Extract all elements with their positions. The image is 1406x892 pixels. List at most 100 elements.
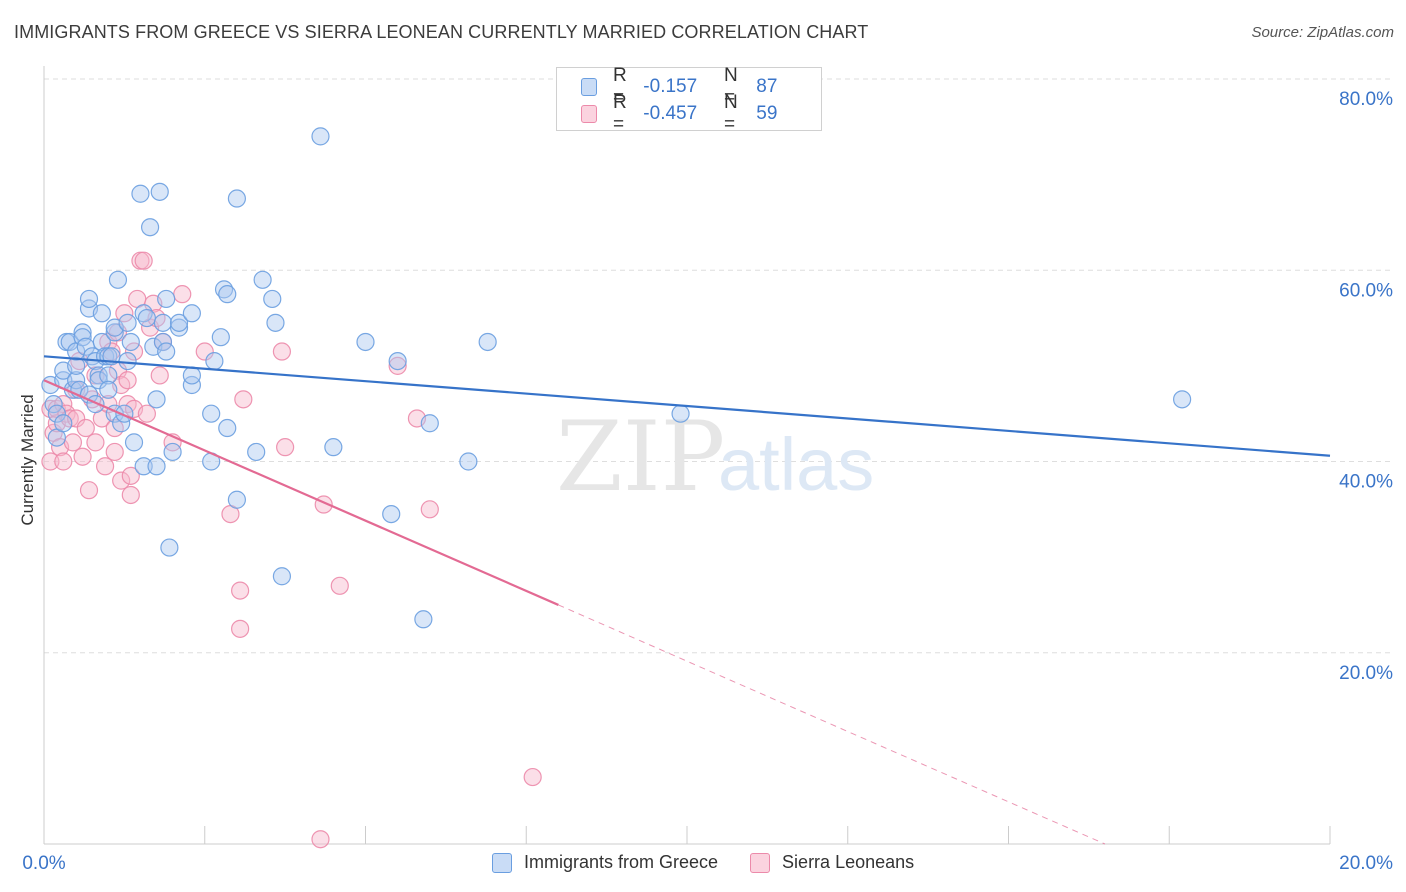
greece-point bbox=[124, 433, 144, 452]
legend-n-value: 59 bbox=[756, 103, 778, 124]
greece-point bbox=[44, 395, 63, 414]
greece-point bbox=[89, 366, 108, 385]
sierra-point bbox=[150, 366, 169, 385]
greece-point bbox=[388, 351, 407, 371]
watermark-zip: ZIP bbox=[556, 401, 725, 513]
greece-point bbox=[99, 380, 118, 399]
sierra-point bbox=[118, 371, 137, 390]
sierra-point bbox=[121, 485, 140, 505]
sierra-point bbox=[420, 500, 439, 519]
greece-point bbox=[67, 356, 86, 375]
greece-point bbox=[227, 189, 246, 208]
greece-point bbox=[73, 328, 92, 347]
greece-point bbox=[147, 457, 166, 476]
axes bbox=[43, 66, 1331, 845]
greece-point bbox=[153, 332, 173, 352]
greece-point bbox=[382, 504, 401, 524]
greece-point bbox=[272, 567, 292, 586]
sierra-point bbox=[73, 447, 92, 466]
legend-row-greece: R = -0.157 N = 87 bbox=[581, 65, 821, 108]
greece-point bbox=[182, 375, 201, 395]
tick-labels: 20.0% 40.0% 60.0% 80.0% 0.0% 20.0% bbox=[22, 89, 1393, 874]
sierra-trend-extension bbox=[558, 604, 1106, 845]
greece-point bbox=[311, 127, 330, 146]
legend-r-label: R = bbox=[612, 65, 627, 108]
greece-point bbox=[73, 323, 92, 342]
greece-point bbox=[54, 414, 73, 433]
greece-point bbox=[263, 289, 282, 309]
greece-point bbox=[108, 270, 128, 289]
greece-point bbox=[89, 371, 108, 390]
legend-n-value: 87 bbox=[756, 76, 778, 97]
legend-swatch-greece bbox=[492, 852, 512, 873]
greece-point bbox=[67, 371, 86, 390]
greece-point bbox=[137, 308, 156, 328]
greece-point bbox=[150, 182, 169, 201]
legend-r-value: -0.157 bbox=[643, 76, 698, 97]
sierra-point bbox=[76, 418, 95, 438]
sierra-point bbox=[231, 581, 250, 600]
legend-swatch-greece bbox=[581, 78, 597, 96]
greece-point bbox=[671, 404, 690, 423]
greece-point bbox=[356, 332, 375, 352]
greece-point bbox=[218, 285, 237, 304]
sierra-point bbox=[195, 342, 214, 361]
greece-point bbox=[147, 390, 166, 409]
sierra-point bbox=[63, 433, 83, 452]
sierra-point bbox=[86, 433, 105, 452]
greece-point bbox=[478, 332, 497, 352]
greece-points bbox=[41, 127, 1192, 629]
chart-title: IMMIGRANTS FROM GREECE VS SIERRA LEONEAN… bbox=[14, 22, 869, 42]
sierra-point bbox=[121, 466, 140, 485]
sierra-point bbox=[330, 576, 349, 595]
greece-point bbox=[118, 351, 137, 371]
greece-point bbox=[79, 289, 99, 309]
y-tick-label: 20.0% bbox=[1339, 663, 1393, 684]
greece-point bbox=[218, 418, 237, 438]
greece-point bbox=[157, 342, 176, 361]
legend-row-sierra: R = -0.457 N = 59 bbox=[581, 92, 821, 135]
y-tick-label: 60.0% bbox=[1339, 280, 1393, 301]
trend-lines bbox=[43, 355, 1331, 845]
greece-point bbox=[153, 313, 173, 332]
greece-point bbox=[182, 304, 201, 323]
y-tick-label: 40.0% bbox=[1339, 472, 1393, 493]
legend-r-label: R = bbox=[612, 92, 627, 135]
legend-swatch-sierra bbox=[581, 105, 597, 123]
greece-point bbox=[92, 304, 111, 323]
greece-point bbox=[169, 318, 189, 337]
greece-point bbox=[420, 414, 439, 433]
source-label: Source: ZipAtlas.com bbox=[1251, 24, 1394, 41]
legend-item-sierra[interactable]: Sierra Leoneans bbox=[750, 852, 914, 873]
legend-n-label: N = bbox=[723, 92, 738, 135]
x-tick-label: 0.0% bbox=[22, 853, 65, 874]
sierra-point bbox=[523, 767, 542, 787]
sierra-point bbox=[311, 830, 330, 849]
greece-point bbox=[205, 351, 224, 371]
sierra-point bbox=[115, 304, 134, 323]
stats-legend: R = -0.157 N = 87 R = -0.457 N = 59 bbox=[556, 65, 822, 135]
greece-trend-line bbox=[43, 355, 1331, 457]
legend-label-greece: Immigrants from Greece bbox=[524, 852, 719, 872]
greece-point bbox=[414, 610, 433, 629]
greece-point bbox=[459, 452, 478, 471]
sierra-point bbox=[272, 342, 292, 361]
sierra-point bbox=[41, 452, 60, 471]
legend-label-sierra: Sierra Leoneans bbox=[782, 852, 915, 872]
greece-point bbox=[157, 289, 176, 309]
greece-point bbox=[253, 270, 272, 289]
sierra-point bbox=[234, 390, 253, 409]
sierra-trend-line bbox=[43, 379, 559, 606]
x-tick-label: 20.0% bbox=[1339, 853, 1393, 874]
greece-point bbox=[105, 323, 124, 342]
watermark: ZIP atlas bbox=[556, 401, 874, 513]
greece-point bbox=[121, 332, 140, 352]
gridlines bbox=[44, 78, 1392, 654]
sierra-point bbox=[124, 342, 144, 361]
greece-point bbox=[163, 442, 182, 462]
greece-point bbox=[1173, 390, 1192, 409]
sierra-point bbox=[105, 442, 124, 462]
legend-item-greece[interactable]: Immigrants from Greece bbox=[492, 852, 718, 873]
greece-point bbox=[131, 184, 150, 203]
